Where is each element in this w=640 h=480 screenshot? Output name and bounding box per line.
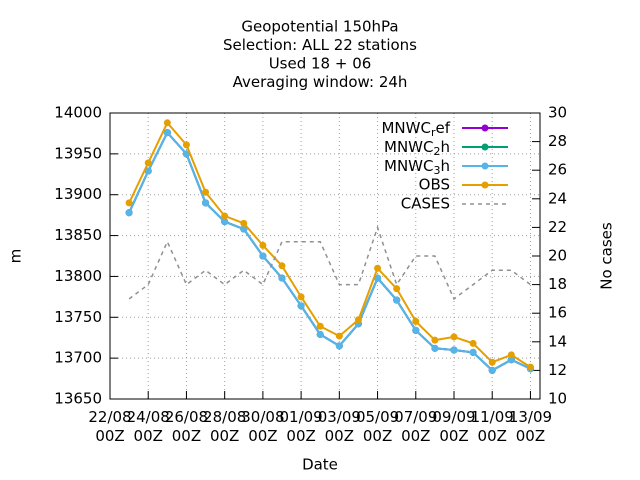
y-tick-label: 13900 [54,185,102,203]
point [221,212,229,220]
y2-tick-label: 26 [548,161,567,179]
point [469,339,477,347]
y2-tick-label: 16 [548,304,567,322]
point [182,141,190,149]
point [163,129,171,137]
point [316,322,324,330]
legend-marker [481,181,489,189]
point [488,366,496,374]
chart-title: Geopotential 150hPa [241,18,398,36]
legend-label: MNWC2h [384,138,450,159]
legend-label: MNWC3h [384,157,450,178]
point [335,332,343,340]
legend-marker [481,143,489,151]
x-tick-label: 09/09 00Z [432,408,475,445]
x-tick-label: 30/08 00Z [241,408,284,445]
plot-frame [109,112,541,400]
x-tick-label: 03/09 00Z [318,408,361,445]
point [412,326,420,334]
point [526,363,534,371]
y2-tick-label: 20 [548,247,567,265]
point [259,252,267,260]
legend-label: CASES [401,195,450,213]
point [374,264,382,272]
point [182,150,190,158]
y2-tick-label: 18 [548,275,567,293]
point [144,159,152,167]
point [259,241,267,249]
y2-tick-label: 28 [548,132,567,150]
y-tick-label: 13650 [54,390,102,408]
series-line [128,130,531,372]
point [374,274,382,282]
y2-tick-label: 30 [548,104,567,122]
point [507,351,515,359]
series-line [128,225,531,301]
x-tick-label: 22/08 00Z [88,408,131,445]
point [335,342,343,350]
point [202,188,210,196]
point [278,274,286,282]
x-tick-label: 26/08 00Z [165,408,208,445]
point [469,348,477,356]
y-tick-label: 13800 [54,267,102,285]
point [431,344,439,352]
y-tick-label: 14000 [54,104,102,122]
point [163,119,171,127]
y-axis-label: m [7,249,25,264]
point [393,285,401,293]
y-tick-label: 13950 [54,144,102,162]
y2-tick-label: 22 [548,218,567,236]
x-tick-label: 05/09 00Z [356,408,399,445]
point [278,262,286,270]
chart-title: Selection: ALL 22 stations [223,36,417,54]
legend-marker [481,124,489,132]
chart-title: Averaging window: 24h [233,73,408,91]
series-line [128,120,531,368]
point [412,317,420,325]
chart-title: Used 18 + 06 [269,55,372,73]
point [125,199,133,207]
point [450,346,458,354]
point [431,336,439,344]
x-tick-label: 01/09 00Z [279,408,322,445]
y2-axis-label: No cases [598,222,616,290]
y-tick-label: 13850 [54,226,102,244]
x-tick-label: 13/09 00Z [509,408,552,445]
point [202,199,210,207]
point [450,333,458,341]
point [144,167,152,175]
point [221,218,229,226]
point [316,330,324,338]
y2-tick-label: 14 [548,332,567,350]
point [297,293,305,301]
y2-tick-label: 24 [548,189,567,207]
x-tick-label: 11/09 00Z [471,408,514,445]
y2-tick-label: 10 [548,390,567,408]
legend-marker [481,162,489,170]
point [393,296,401,304]
point [488,358,496,366]
point [125,209,133,217]
x-axis-label: Date [302,456,338,474]
y-tick-label: 13750 [54,308,102,326]
x-tick-label: 24/08 00Z [127,408,170,445]
x-tick-label: 07/09 00Z [394,408,437,445]
point [507,356,515,364]
legend-label: MNWCref [381,119,450,140]
legend-label: OBS [419,176,450,194]
point [297,302,305,310]
point [354,316,362,324]
point [240,219,248,227]
y2-tick-label: 12 [548,361,567,379]
y-tick-label: 13700 [54,349,102,367]
point [240,225,248,233]
x-tick-label: 28/08 00Z [203,408,246,445]
